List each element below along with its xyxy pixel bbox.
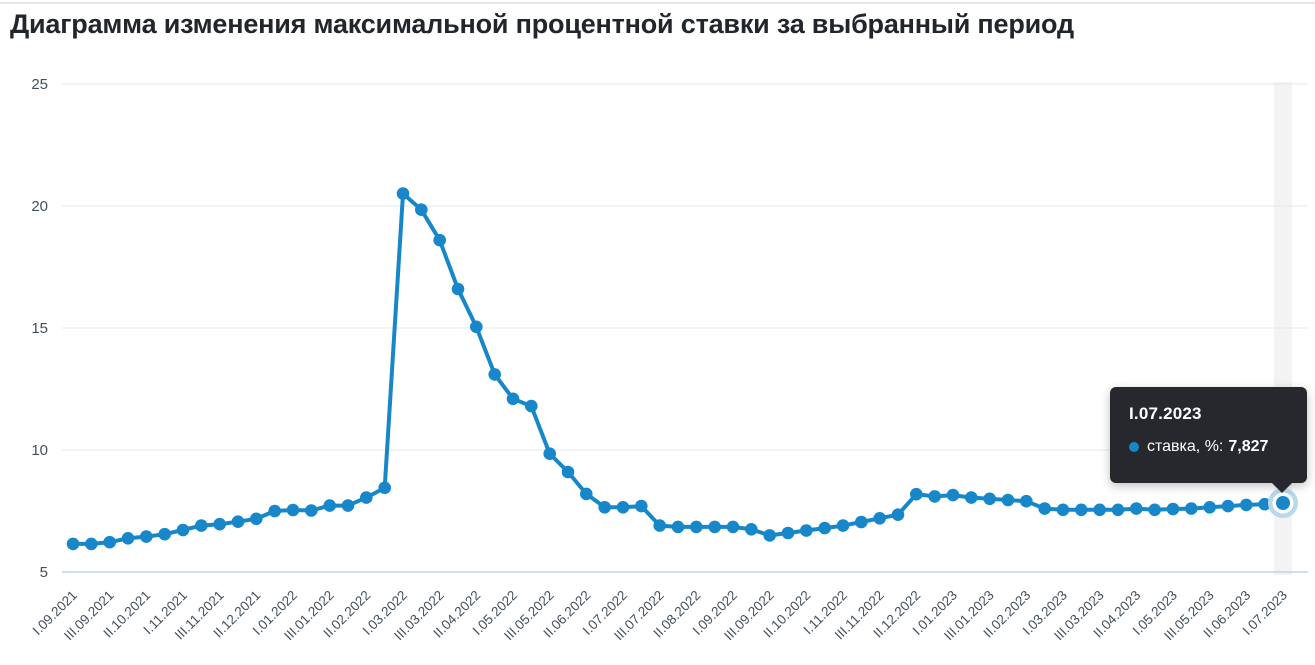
data-point[interactable] [726,520,740,534]
data-point[interactable] [1240,498,1253,512]
data-point[interactable] [396,187,410,200]
tooltip: I.07.2023 ставка, %: 7,827 [1110,387,1307,493]
data-point[interactable] [653,519,666,532]
data-point[interactable] [121,532,135,545]
data-point[interactable] [928,490,941,503]
data-point[interactable] [873,512,886,525]
data-point[interactable] [1203,501,1216,514]
data-point[interactable] [451,282,465,296]
rate-line [71,191,1285,546]
data-point[interactable] [85,537,98,551]
y-tick-label: 15 [31,320,48,337]
data-point[interactable] [323,499,337,512]
data-point[interactable] [378,481,392,495]
data-point[interactable] [286,503,300,517]
data-point[interactable] [268,504,282,518]
data-point[interactable] [1111,503,1125,517]
data-point[interactable] [140,530,153,543]
data-point[interactable] [598,501,611,514]
data-point[interactable] [231,515,245,528]
tooltip-series-label: ставка, %: [1147,438,1224,455]
data-point[interactable] [341,499,355,512]
y-tick-label: 20 [31,198,48,215]
data-point[interactable] [635,499,648,513]
data-point[interactable] [415,203,428,216]
top-divider [0,2,1315,4]
data-point[interactable] [708,520,721,534]
tooltip-value: 7,827 [1228,438,1269,455]
page-title: Диаграмма изменения максимальной процент… [10,9,1074,39]
active-data-point[interactable] [1276,496,1290,510]
data-point[interactable] [983,492,996,506]
data-point[interactable] [946,488,960,502]
data-point[interactable] [433,233,447,247]
data-point[interactable] [800,524,813,537]
data-point[interactable] [561,465,575,479]
data-point[interactable] [1185,502,1198,515]
data-point[interactable] [910,487,923,501]
data-point[interactable] [836,519,850,532]
data-point[interactable] [891,508,905,521]
data-point[interactable] [66,537,80,551]
data-point[interactable] [213,517,226,531]
data-point[interactable] [195,519,208,532]
data-point[interactable] [249,512,263,526]
data-point[interactable] [1130,502,1143,515]
data-point[interactable] [671,520,685,534]
y-tick-label: 10 [31,442,48,459]
data-point[interactable] [158,527,171,541]
series-dot-icon [1129,442,1139,452]
data-point[interactable] [103,535,116,549]
data-point[interactable] [488,368,502,381]
data-point[interactable] [506,392,520,406]
data-point[interactable] [745,523,758,536]
tooltip-date: I.07.2023 [1129,404,1202,423]
data-point[interactable] [781,526,795,540]
data-point[interactable] [305,504,318,517]
data-point[interactable] [580,487,593,501]
y-tick-label: 5 [40,564,48,581]
data-point[interactable] [965,491,978,504]
data-point[interactable] [470,320,483,334]
data-point[interactable] [525,399,538,413]
data-point[interactable] [1001,493,1015,507]
data-point[interactable] [1093,503,1106,517]
data-point[interactable] [818,521,831,535]
data-point[interactable] [1075,503,1088,517]
data-point[interactable] [855,515,868,529]
data-point[interactable] [1038,502,1051,515]
data-point[interactable] [543,447,556,461]
y-tick-label: 25 [31,76,48,93]
data-point[interactable] [616,501,630,514]
data-point[interactable] [1221,499,1235,513]
tooltip-arrow-icon [1271,482,1293,493]
data-point[interactable] [690,520,703,534]
data-point[interactable] [1166,502,1180,516]
data-point[interactable] [176,523,190,537]
data-point[interactable] [1056,503,1070,517]
data-point[interactable] [1258,497,1271,511]
data-point[interactable] [1020,494,1033,508]
data-point[interactable] [1148,503,1161,517]
data-point[interactable] [360,491,373,504]
data-point[interactable] [763,529,776,542]
